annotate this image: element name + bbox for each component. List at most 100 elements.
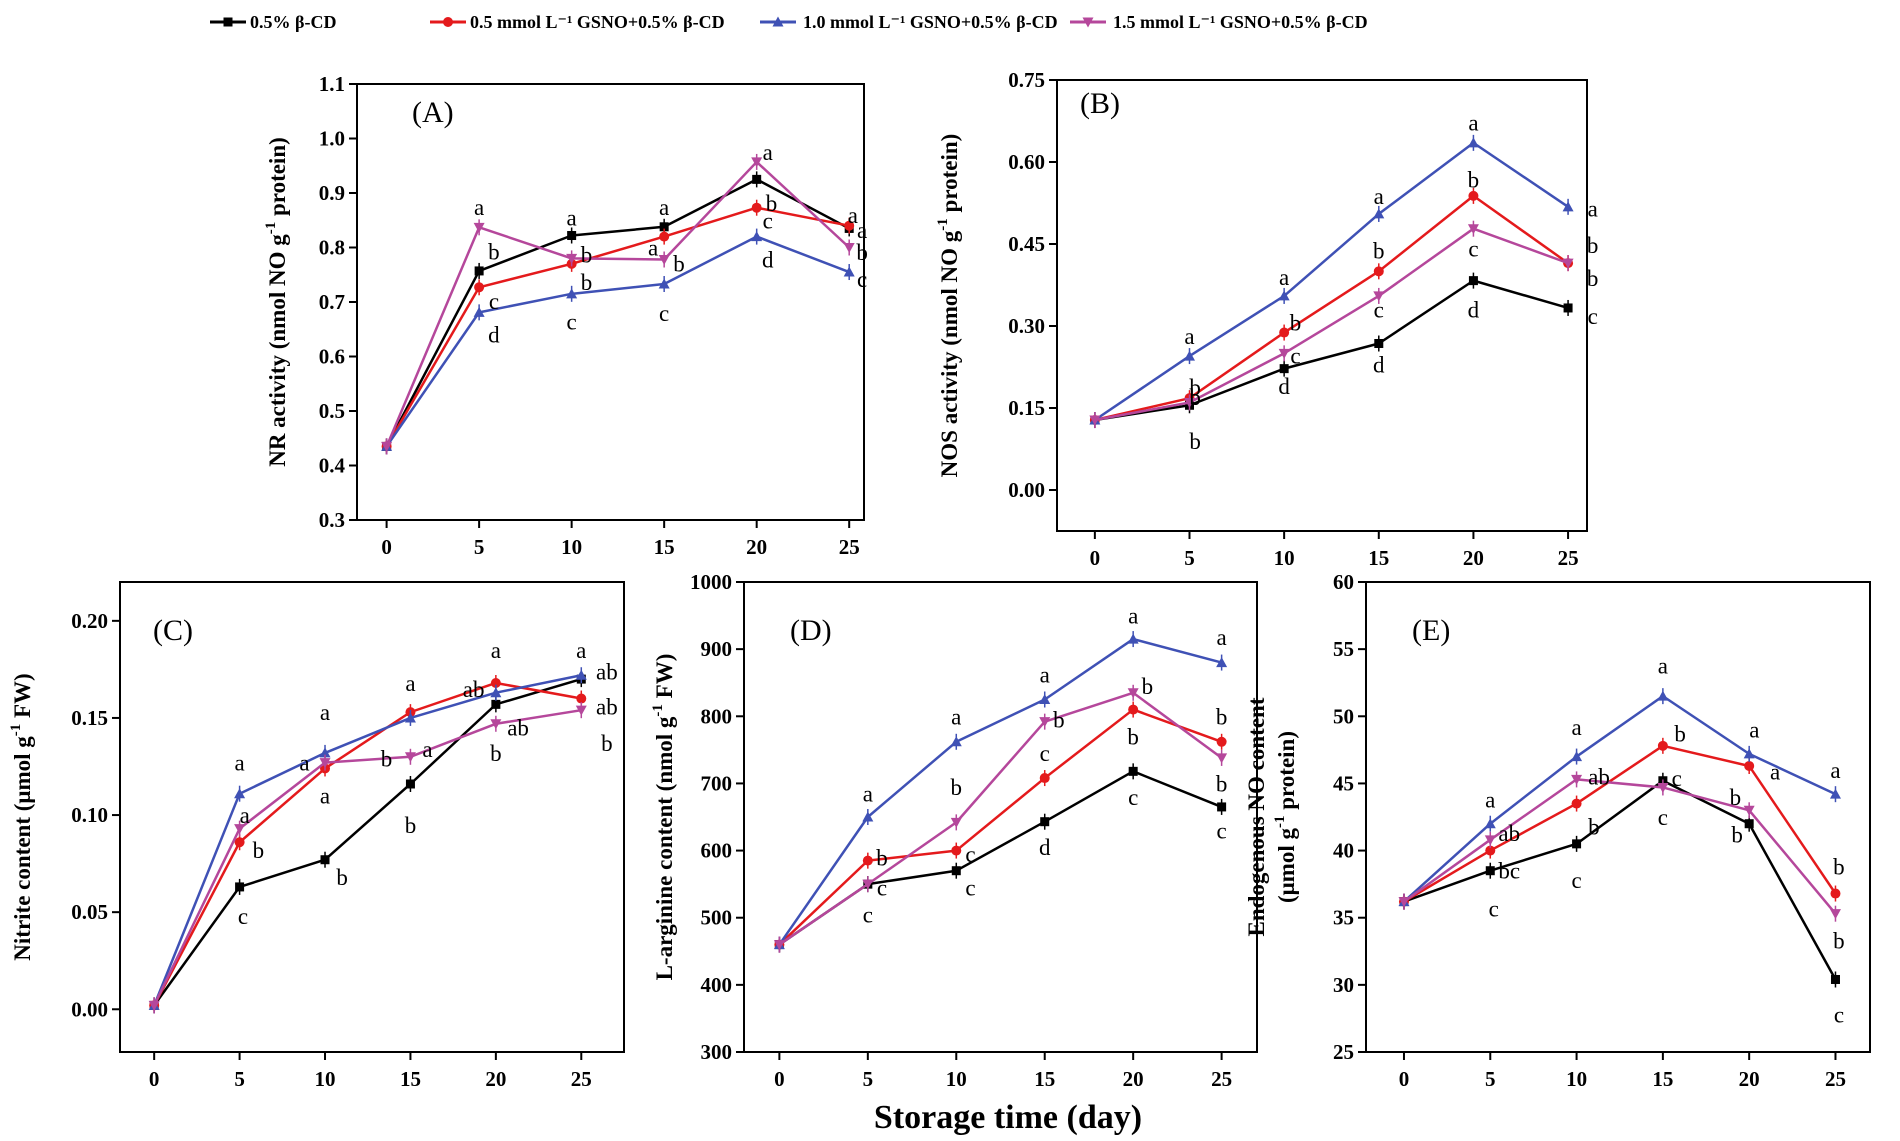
significance-letter: a — [1217, 625, 1227, 650]
series-line — [1403, 694, 1837, 903]
data-point — [1039, 773, 1050, 784]
y-axis-label: Nitrite content (μmol g-1 FW) — [8, 673, 35, 960]
legend-label: 1.5 mmol L⁻¹ GSNO+0.5% β-CD — [1113, 12, 1368, 32]
series — [1399, 772, 1840, 988]
significance-letter: b — [1588, 814, 1600, 839]
x-tick-label: 25 — [1825, 1067, 1846, 1091]
significance-letter: a — [320, 784, 330, 809]
x-tick-label: 5 — [1184, 546, 1195, 570]
significance-letter: a — [474, 195, 484, 220]
significance-letter: a — [1040, 663, 1050, 688]
data-point — [1829, 909, 1841, 920]
y-axis-label: NOS activity (nmol NO g-1 protein) — [935, 134, 962, 478]
y-tick-label: 0.9 — [319, 181, 345, 205]
data-point — [950, 817, 962, 828]
significance-letter: a — [299, 751, 309, 776]
data-point — [1572, 839, 1582, 849]
significance-letter: a — [1749, 718, 1759, 743]
series — [773, 684, 1228, 953]
series-line — [385, 178, 850, 448]
series-line — [153, 681, 582, 1006]
significance-letter: b — [1290, 311, 1302, 336]
data-point — [1657, 740, 1668, 751]
data-point — [566, 253, 578, 264]
data-point — [1571, 751, 1583, 762]
data-point — [751, 231, 763, 242]
significance-letter: a — [576, 638, 586, 663]
data-point — [862, 811, 874, 822]
significance-letter: a — [659, 195, 669, 220]
significance-letter: ab — [596, 694, 618, 719]
data-point — [1563, 303, 1573, 313]
significance-letter: b — [1833, 855, 1845, 880]
data-point — [575, 669, 587, 680]
data-point — [658, 254, 670, 265]
x-tick-label: 10 — [315, 1067, 336, 1091]
significance-letter: b — [1674, 722, 1686, 747]
x-tick-label: 25 — [839, 535, 860, 559]
legend: 0.5% β-CD 0.5 mmol L⁻¹ GSNO+0.5% β-CD 1.0 … — [210, 12, 1368, 32]
legend-marker — [1082, 17, 1094, 28]
significance-letter: b — [1053, 708, 1065, 733]
significance-letter: a — [1830, 758, 1840, 783]
y-axis-label: Endogenous NO content — [1244, 697, 1269, 936]
data-point — [490, 719, 502, 730]
series-line — [1403, 744, 1837, 903]
y-tick-label: 0.3 — [319, 508, 345, 532]
data-point — [1374, 338, 1384, 348]
y-tick-label: 0.5 — [319, 399, 345, 423]
x-tick-label: 10 — [561, 535, 582, 559]
series-line — [153, 673, 582, 1006]
x-tick-label: 20 — [1739, 1067, 1760, 1091]
x-tick-label: 25 — [1558, 546, 1579, 570]
data-point — [1127, 688, 1139, 699]
plot-frame — [743, 581, 1258, 1053]
significance-letter: c — [1588, 304, 1598, 329]
x-tick-label: 5 — [1485, 1067, 1496, 1091]
data-point — [862, 879, 874, 890]
series — [381, 228, 855, 455]
plot-frame — [1365, 581, 1871, 1053]
data-point — [320, 855, 330, 865]
data-point — [1373, 266, 1384, 277]
significance-letter: b — [1731, 822, 1743, 847]
x-tick-label: 10 — [1274, 546, 1295, 570]
significance-letter: a — [848, 203, 858, 228]
data-point — [1398, 897, 1410, 908]
significance-letter: b — [1189, 429, 1201, 454]
y-tick-label: 0.15 — [71, 706, 108, 730]
series-line — [1094, 227, 1569, 422]
x-tick-label: 15 — [400, 1067, 421, 1091]
data-point — [1830, 888, 1841, 899]
y-tick-label: 1.1 — [319, 72, 345, 96]
data-point — [474, 266, 484, 276]
significance-letter: c — [863, 902, 873, 927]
data-point — [1216, 736, 1227, 747]
significance-letter: c — [1489, 896, 1499, 921]
significance-letter: c — [1571, 868, 1581, 893]
data-point — [575, 705, 587, 716]
significance-letter: b — [601, 731, 613, 756]
data-point — [474, 282, 485, 293]
data-point — [1743, 805, 1755, 816]
y-tick-label: 0.75 — [1008, 68, 1045, 92]
significance-letter: a — [405, 671, 415, 696]
y-tick-label: 45 — [1333, 771, 1354, 795]
y-tick-label: 800 — [701, 704, 733, 728]
significance-letter: c — [1374, 298, 1384, 323]
legend-marker — [772, 16, 784, 27]
y-tick-label: 600 — [701, 839, 733, 863]
plot-frame — [356, 83, 865, 521]
y-tick-label: 0.4 — [319, 454, 346, 478]
x-tick-label: 10 — [946, 1067, 967, 1091]
data-point — [1485, 845, 1496, 856]
series-line — [1094, 194, 1569, 422]
significance-letter: d — [762, 247, 774, 272]
y-tick-label: 400 — [701, 973, 733, 997]
data-point — [1485, 866, 1495, 876]
series — [381, 153, 855, 455]
significance-letter: a — [648, 236, 658, 261]
data-point — [566, 288, 578, 299]
panel-label: (B) — [1080, 87, 1120, 120]
significance-letter: b — [336, 865, 348, 890]
